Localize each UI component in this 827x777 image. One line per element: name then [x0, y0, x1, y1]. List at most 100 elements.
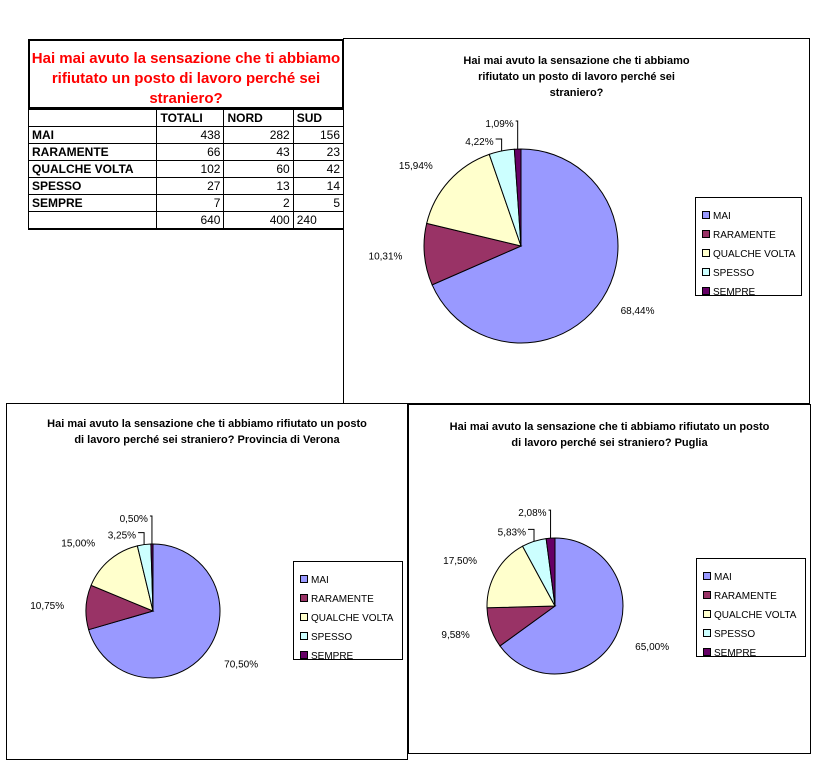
- slice-label: 68,44%: [621, 306, 655, 317]
- data-table: TOTALI NORD SUD MAI 438 282 156 RARAMENTE 66 43 23…: [27, 109, 345, 230]
- legend-item: SEMPRE: [703, 647, 756, 661]
- slice-label: 15,94%: [399, 161, 433, 172]
- legend-label: SEMPRE: [714, 648, 757, 659]
- legend-item: MAI: [300, 574, 329, 588]
- table-cell: 42: [292, 160, 345, 178]
- chart-legend: MAI RARAMENTE QUALCHE VOLTA SPESSO SEMPRE: [293, 561, 403, 662]
- legend-swatch: [300, 632, 308, 641]
- pie-slice-qualche-volta: [426, 153, 522, 247]
- legend-swatch: [702, 230, 710, 239]
- legend-swatch: [702, 268, 710, 277]
- legend-label: QUALCHE VOLTA: [714, 610, 797, 621]
- table-cell: 438: [156, 126, 225, 144]
- pie-slice-mai: [88, 543, 221, 679]
- slice-label: 17,50%: [443, 556, 477, 567]
- totals-cell: 240: [292, 211, 345, 230]
- table-cell: 60: [223, 160, 294, 178]
- table-title: Hai mai avuto la sensazione che ti abbia…: [28, 39, 344, 109]
- table-cell: 156: [292, 126, 345, 144]
- leader-line: [548, 509, 552, 539]
- legend-label: RARAMENTE: [714, 591, 777, 602]
- table-cell: 27: [156, 177, 225, 195]
- legend-swatch: [703, 648, 711, 657]
- legend-swatch: [703, 572, 711, 581]
- chart-legend: MAI RARAMENTE QUALCHE VOLTA SPESSO SEMPRE: [695, 197, 802, 298]
- totals-cell: 400: [223, 211, 294, 230]
- legend-swatch: [703, 629, 711, 638]
- row-label: SPESSO: [27, 177, 158, 195]
- pie-slice-mai: [431, 148, 619, 344]
- table-cell: 2: [223, 194, 294, 212]
- legend-swatch: [703, 610, 711, 619]
- leader-line: [495, 138, 503, 151]
- legend-item: SPESSO: [300, 631, 352, 645]
- pie-slice-mai: [499, 537, 624, 675]
- legend-item: MAI: [703, 571, 732, 585]
- legend-swatch: [702, 211, 710, 220]
- pie-chart: 68,44% 10,31% 15,94% 4,22% 1,09%: [369, 119, 655, 344]
- legend-label: QUALCHE VOLTA: [311, 613, 394, 624]
- legend-label: MAI: [713, 211, 731, 222]
- pie-chart: 70,50% 10,75% 15,00% 3,25% 0,50%: [30, 514, 258, 679]
- legend-label: RARAMENTE: [311, 594, 374, 605]
- legend-item: RARAMENTE: [300, 593, 374, 607]
- table-header-cell: [27, 109, 158, 127]
- legend-item: SPESSO: [702, 267, 754, 281]
- legend-label: QUALCHE VOLTA: [713, 249, 796, 260]
- table-cell: 14: [292, 177, 345, 195]
- chart-panel-verona: Hai mai avuto la sensazione che ti abbia…: [6, 403, 408, 760]
- legend-item: QUALCHE VOLTA: [300, 612, 393, 626]
- legend-swatch: [300, 575, 308, 584]
- table-header-row: TOTALI NORD SUD: [27, 109, 345, 127]
- legend-label: SEMPRE: [311, 651, 354, 662]
- row-label: QUALCHE VOLTA: [27, 160, 158, 178]
- chart-panel-totali: Hai mai avuto la sensazione che ti abbia…: [343, 38, 810, 404]
- legend-label: SPESSO: [311, 632, 353, 643]
- row-label: RARAMENTE: [27, 143, 158, 161]
- legend-item: SPESSO: [703, 628, 755, 642]
- leader-line: [149, 515, 153, 545]
- table-cell: 102: [156, 160, 225, 178]
- totals-cell: 640: [156, 211, 225, 230]
- table-cell: 282: [223, 126, 294, 144]
- table-cell: 13: [223, 177, 294, 195]
- slice-label: 0,50%: [120, 514, 148, 525]
- table-row: QUALCHE VOLTA 102 60 42: [27, 160, 345, 178]
- chart-title: Hai mai avuto la sensazione che ti abbia…: [463, 55, 690, 99]
- legend-swatch: [702, 249, 710, 258]
- slice-label: 2,08%: [518, 508, 546, 519]
- table-row: MAI 438 282 156: [27, 126, 345, 144]
- table-cell: 7: [156, 194, 225, 212]
- slice-label: 15,00%: [61, 538, 95, 549]
- legend-item: MAI: [702, 210, 731, 224]
- legend-item: SEMPRE: [300, 650, 353, 664]
- table-cell: 43: [223, 143, 294, 161]
- slice-label: 65,00%: [635, 642, 669, 653]
- leader-line: [528, 528, 535, 542]
- table-header-cell: TOTALI: [156, 109, 225, 127]
- legend-swatch: [703, 591, 711, 600]
- legend-label: SPESSO: [714, 629, 756, 640]
- slice-label: 9,58%: [441, 630, 469, 641]
- slice-label: 10,31%: [369, 251, 403, 262]
- slice-label: 3,25%: [108, 531, 136, 542]
- row-label: SEMPRE: [27, 194, 158, 212]
- legend-swatch: [300, 651, 308, 660]
- slice-label: 70,50%: [224, 659, 258, 670]
- legend-item: QUALCHE VOLTA: [703, 609, 796, 623]
- pie-slice-qualche-volta: [90, 545, 154, 612]
- chart-legend: MAI RARAMENTE QUALCHE VOLTA SPESSO SEMPRE: [696, 558, 806, 659]
- leader-line: [515, 120, 519, 150]
- chart-panel-puglia: Hai mai avuto la sensazione che ti abbia…: [408, 404, 811, 754]
- legend-swatch: [300, 613, 308, 622]
- table-cell: 66: [156, 143, 225, 161]
- row-label: MAI: [27, 126, 158, 144]
- legend-item: QUALCHE VOLTA: [702, 248, 795, 262]
- data-table-block: Hai mai avuto la sensazione che ti abbia…: [27, 39, 345, 230]
- legend-label: MAI: [311, 575, 329, 586]
- table-cell: 23: [292, 143, 345, 161]
- legend-swatch: [702, 287, 710, 296]
- chart-title: Hai mai avuto la sensazione che ti abbia…: [47, 418, 367, 446]
- legend-label: SPESSO: [713, 268, 755, 279]
- slice-label: 4,22%: [465, 137, 493, 148]
